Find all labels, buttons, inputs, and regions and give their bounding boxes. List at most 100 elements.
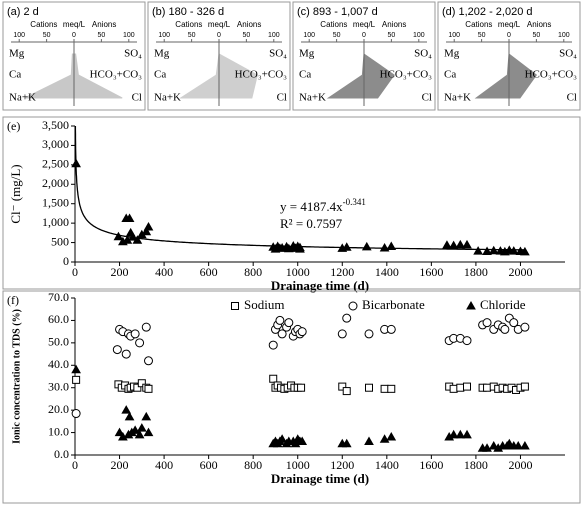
- tick-label: 50: [97, 32, 105, 39]
- marker: [295, 242, 305, 252]
- marker: [448, 240, 459, 250]
- x-tick-label: 1000: [286, 265, 310, 279]
- x-axis-label: Drainage time (d): [271, 471, 369, 486]
- x-tick-label: 2000: [508, 265, 532, 279]
- tick-label: 100: [448, 32, 460, 39]
- x-tick-label: 1600: [419, 458, 443, 472]
- marker: [137, 379, 146, 388]
- r-squared: R² = 0.7597: [280, 216, 343, 231]
- tick-label: 0: [507, 32, 511, 39]
- marker: [128, 232, 138, 241]
- marker: [338, 382, 347, 391]
- marker: [483, 383, 492, 392]
- legend-marker: [231, 302, 239, 310]
- ion-label: Ca: [154, 69, 166, 81]
- panel-border: [437, 1, 581, 111]
- ion-label: Na+K: [444, 92, 471, 104]
- y-tick-label: 2,500: [42, 157, 69, 171]
- tick-label: 100: [558, 32, 570, 39]
- equation-text: y = 4187.4x: [280, 199, 343, 214]
- marker: [136, 423, 147, 432]
- marker: [456, 383, 465, 392]
- ion-label: SO₄: [414, 48, 432, 60]
- x-tick-label: 600: [200, 458, 218, 472]
- ion-label: Ca: [299, 69, 311, 81]
- x-tick-label: 600: [200, 265, 218, 279]
- axis-label: meq/L: [63, 20, 86, 29]
- axis-label: Cations: [30, 20, 57, 29]
- marker: [231, 302, 239, 310]
- marker: [114, 427, 125, 437]
- ion-label: HCO₃+CO₃: [235, 69, 288, 81]
- marker: [365, 383, 373, 392]
- marker: [134, 429, 145, 439]
- marker: [133, 383, 142, 392]
- y-tick-label: 0: [63, 254, 69, 268]
- x-tick-label: 400: [155, 265, 173, 279]
- ion-label: Cl: [422, 92, 432, 104]
- ion-label: Ca: [9, 69, 21, 81]
- axis-label: Anions: [237, 20, 261, 29]
- ion-label: SO₄: [559, 48, 577, 60]
- y-tick-label: 20.0: [48, 402, 69, 416]
- x-tick-label: 0: [72, 265, 78, 279]
- axis-label: Anions: [527, 20, 551, 29]
- y-axis-label: Ionic concentration to TDS (%): [11, 309, 22, 444]
- ion-label: Cl: [132, 92, 142, 104]
- stiff-shape: [326, 53, 395, 99]
- ion-label: Mg: [444, 48, 460, 60]
- marker: [297, 436, 308, 446]
- axis-label: Cations: [175, 20, 202, 29]
- ion-label: HCO₃+CO₃: [525, 69, 578, 81]
- tick-label: 0: [217, 32, 221, 39]
- marker: [121, 405, 132, 414]
- y-tick-label: 0.0: [54, 447, 69, 461]
- axis-label: meq/L: [353, 20, 376, 29]
- marker: [297, 383, 306, 392]
- marker: [141, 411, 152, 421]
- marker: [277, 434, 287, 443]
- x-tick-label: 1600: [419, 265, 443, 279]
- legend-marker: [348, 301, 358, 311]
- tick-label: 0: [72, 32, 76, 39]
- series: [71, 158, 530, 256]
- marker: [337, 329, 347, 339]
- series: [72, 374, 529, 396]
- marker: [112, 345, 122, 355]
- x-tick-label: 1200: [330, 458, 354, 472]
- ion-label: Na+K: [299, 92, 326, 104]
- tick-label: 100: [303, 32, 315, 39]
- marker: [277, 329, 287, 339]
- y-tick-label: 1,500: [42, 195, 69, 209]
- marker: [143, 222, 154, 231]
- marker: [442, 240, 452, 249]
- x-tick-label: 1800: [464, 458, 488, 472]
- x-tick-label: 1400: [375, 458, 399, 472]
- marker: [72, 375, 81, 384]
- ion-label: Cl: [277, 92, 287, 104]
- marker: [508, 246, 519, 255]
- axis-label: Anions: [382, 20, 406, 29]
- ion-label: Mg: [154, 48, 170, 60]
- marker: [268, 340, 278, 350]
- marker: [455, 429, 466, 439]
- marker: [364, 436, 374, 446]
- panel-title: (c) 893 - 1,007 d: [297, 6, 378, 18]
- axis-label: meq/L: [208, 20, 231, 29]
- x-tick-label: 0: [72, 458, 78, 472]
- marker: [488, 245, 499, 255]
- stiff-shape: [24, 53, 123, 99]
- y-tick-label: 3,500: [42, 118, 69, 132]
- marker: [71, 364, 81, 374]
- marker: [341, 438, 352, 448]
- x-axis-label: Drainage time (d): [271, 278, 369, 293]
- marker: [364, 329, 374, 339]
- series: [71, 313, 530, 419]
- tick-label: 100: [268, 32, 280, 39]
- y-tick-label: 10.0: [48, 424, 69, 438]
- equation-exponent: -0.341: [343, 197, 366, 207]
- marker: [504, 438, 515, 448]
- marker: [132, 235, 143, 244]
- marker: [361, 241, 372, 251]
- y-tick-label: 2,000: [42, 176, 69, 190]
